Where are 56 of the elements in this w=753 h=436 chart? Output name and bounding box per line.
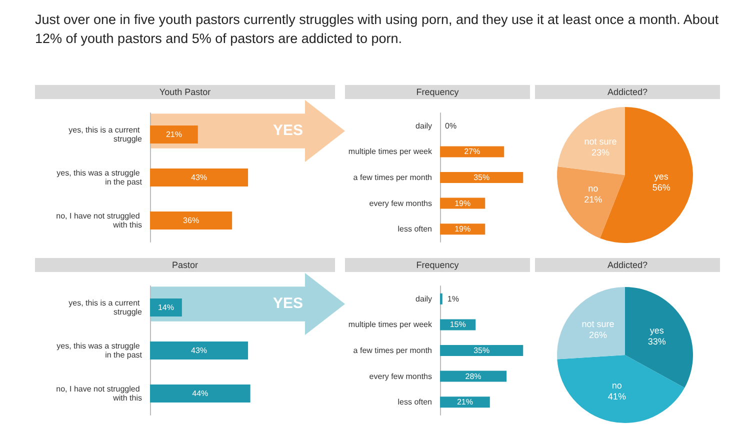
data-label: 43% — [191, 346, 208, 355]
data-label: 35% — [474, 346, 490, 355]
data-label: 26% — [589, 330, 608, 340]
slice-label: not sure — [584, 136, 617, 147]
data-label: 19% — [454, 198, 471, 208]
chart-title: Frequency — [345, 85, 530, 99]
data-label: 36% — [183, 216, 200, 225]
slice-label: yes — [654, 171, 669, 182]
bar — [440, 345, 524, 356]
bar — [440, 396, 490, 408]
y-tick-label: every few months — [369, 198, 432, 208]
text: YES — [273, 122, 304, 139]
data-label: 14% — [158, 303, 174, 312]
data-label: 15% — [450, 320, 466, 330]
data-label: 28% — [465, 372, 482, 381]
chart-title: Addicted? — [535, 258, 720, 272]
data-label: 43% — [191, 173, 208, 182]
chart-title: Youth Pastor — [35, 85, 335, 99]
y-tick-label: yes, this was a struggle in the past — [56, 342, 143, 360]
data-label: 44% — [192, 389, 208, 398]
data-label: 27% — [464, 147, 480, 156]
text: YES — [273, 295, 304, 312]
chart-title: Addicted? — [535, 85, 720, 99]
chart-title: Frequency — [345, 258, 530, 272]
y-tick-label: a few times per month — [353, 346, 432, 355]
data-label: 56% — [652, 182, 670, 192]
y-tick-label: yes, this is a current struggle — [68, 298, 143, 316]
slice-label: not sure — [582, 319, 614, 330]
slice-label: yes — [650, 326, 664, 336]
data-label: 19% — [454, 224, 471, 234]
data-label: 23% — [592, 148, 610, 158]
data-label: 21% — [166, 130, 182, 139]
data-label: 41% — [608, 392, 626, 402]
y-tick-label: less often — [398, 224, 432, 234]
data-label: 21% — [456, 398, 473, 407]
y-tick-label: daily — [416, 121, 432, 130]
slice-label: no — [612, 380, 622, 391]
y-tick-label: every few months — [369, 372, 432, 381]
data-label: 1% — [447, 294, 459, 304]
y-tick-label: a few times per month — [353, 173, 432, 182]
y-tick-label: daily — [416, 294, 432, 304]
chart-title: Pastor — [35, 258, 335, 272]
y-tick-label: no, I have not struggled with this — [56, 384, 142, 402]
y-tick-label: yes, this was a struggle in the past — [56, 168, 143, 186]
y-tick-label: multiple times per week — [348, 320, 433, 330]
slice-label: no — [588, 183, 598, 194]
y-tick-label: yes, this is a current struggle — [68, 126, 143, 144]
data-label: 0% — [445, 121, 457, 130]
data-label: 35% — [474, 173, 490, 182]
y-tick-label: less often — [398, 398, 432, 407]
bar — [440, 370, 506, 382]
y-tick-label: no, I have not struggled with this — [56, 212, 142, 230]
text: Just over one in five youth pastors currently struggles with using porn, and they use it at least once a month. About 12% of youth pastors and 5% of pastors are addicted to porn. — [35, 11, 720, 48]
y-tick-label: multiple times per week — [348, 147, 433, 156]
data-label: 21% — [584, 194, 602, 204]
data-label: 33% — [648, 336, 666, 347]
